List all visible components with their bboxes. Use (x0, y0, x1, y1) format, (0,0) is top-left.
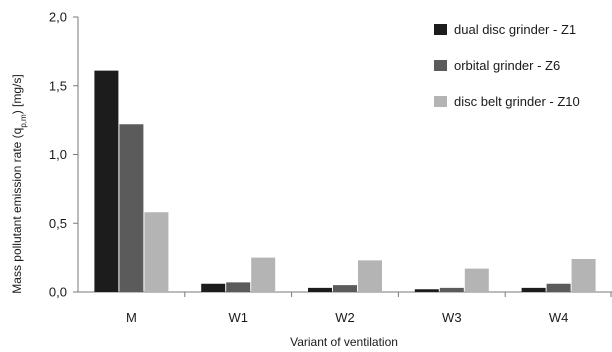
x-tick-label: W1 (228, 310, 248, 325)
bar (358, 260, 382, 292)
bar (308, 287, 332, 292)
plot-area: 0,0 0,5 1,0 1,5 2,0 M W1 W2 W3 W4 (49, 10, 612, 325)
bar (333, 285, 357, 292)
bar (546, 283, 571, 292)
legend-swatch (434, 96, 447, 107)
bar (226, 282, 251, 292)
bar (571, 259, 596, 292)
y-tick-label: 1,0 (49, 147, 67, 162)
legend: dual disc grinder - Z1 orbital grinder - … (434, 22, 580, 109)
bar (251, 257, 276, 292)
y-tick-label: 0,5 (49, 216, 67, 231)
bar (439, 287, 464, 292)
legend-label: orbital grinder - Z6 (454, 58, 560, 73)
y-axis-title: Mass pollutant emission rate (qp,m) [mg/… (10, 74, 28, 293)
x-tick-label: W2 (335, 310, 355, 325)
legend-swatch (434, 24, 447, 35)
x-tick-label: M (126, 310, 137, 325)
bar (521, 287, 546, 292)
legend-swatch (434, 60, 447, 71)
x-axis-title: Variant of ventilation (290, 335, 398, 349)
bar (94, 70, 119, 292)
legend-label: dual disc grinder - Z1 (454, 22, 576, 37)
bar (414, 289, 439, 292)
x-tick-label: W4 (549, 310, 569, 325)
bar (201, 283, 226, 292)
x-tick-label: W3 (442, 310, 462, 325)
legend-label: disc belt grinder - Z10 (454, 94, 580, 109)
bar (144, 212, 169, 292)
bar (464, 268, 489, 292)
y-tick-label: 0,0 (49, 285, 67, 300)
y-tick-label: 1,5 (49, 78, 67, 93)
y-tick-label: 2,0 (49, 10, 67, 25)
bar (119, 124, 144, 292)
